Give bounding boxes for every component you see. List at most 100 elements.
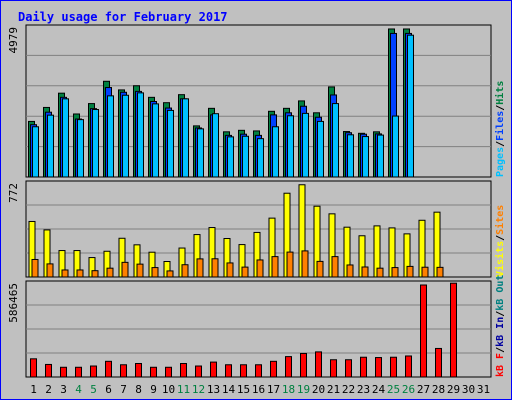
bar-sites-day-9 [151, 267, 159, 278]
bar-pages-day-25 [392, 115, 399, 178]
panel-2: 772 Visits/Sites [7, 180, 506, 278]
x-tick-label: 5 [90, 383, 97, 396]
x-tick-label: 18 [282, 383, 295, 396]
x-tick-label: 21 [327, 383, 340, 396]
bar-sites-day-5 [91, 270, 99, 278]
x-tick-label: 19 [297, 383, 310, 396]
x-tick-label: 4 [75, 383, 82, 396]
bar-sites-day-4 [76, 269, 84, 278]
bar-kb-f-day-16 [255, 364, 262, 378]
bar-sites-day-22 [346, 264, 354, 278]
legend-item: Sites [494, 205, 506, 235]
bar-pages-day-3 [62, 98, 69, 178]
bar-pages-day-10 [167, 109, 174, 178]
x-tick-label: 10 [162, 383, 175, 396]
x-tick-label: 26 [402, 383, 415, 396]
legend-item: / [495, 235, 506, 241]
bar-sites-day-14 [226, 262, 234, 278]
x-tick-label: 16 [252, 383, 265, 396]
x-tick-label: 28 [432, 383, 445, 396]
x-tick-label: 23 [357, 383, 370, 396]
panel-max-label: 4979 [7, 27, 20, 54]
bar-pages-day-12 [197, 128, 204, 178]
x-tick-label: 24 [372, 383, 386, 396]
bar-pages-day-19 [302, 112, 309, 178]
bar-sites-day-16 [256, 259, 264, 278]
bar-kb-f-day-29 [450, 282, 457, 378]
x-tick-label: 29 [447, 383, 460, 396]
legend-item: / [495, 141, 506, 147]
bar-pages-day-5 [92, 109, 99, 178]
bar-sites-day-26 [406, 265, 414, 278]
legend-item: Files [494, 111, 506, 141]
bar-pages-day-24 [377, 134, 384, 178]
bar-pages-day-18 [287, 115, 294, 178]
legend-item: / [495, 311, 506, 317]
x-tick-label: 2 [45, 383, 52, 396]
x-tick-label: 14 [222, 383, 236, 396]
x-tick-label: 13 [207, 383, 220, 396]
bar-kb-f-day-20 [315, 351, 322, 378]
bar-pages-day-26 [407, 34, 414, 178]
bar-sites-day-11 [181, 264, 189, 278]
bar-kb-f-day-8 [135, 363, 142, 378]
bar-kb-f-day-9 [150, 366, 157, 378]
x-tick-label: 1 [30, 383, 37, 396]
bar-kb-f-day-12 [195, 365, 202, 378]
bar-kb-f-day-25 [390, 356, 397, 378]
legend-item: Hits [494, 81, 506, 105]
bar-pages-day-23 [362, 136, 369, 178]
x-tick-label: 9 [150, 383, 157, 396]
bar-sites-day-27 [421, 266, 429, 278]
bar-sites-day-8 [136, 263, 144, 278]
bar-kb-f-day-7 [120, 364, 127, 378]
x-tick-label: 20 [312, 383, 325, 396]
bar-sites-day-13 [211, 258, 219, 278]
bar-kb-f-day-19 [300, 352, 307, 378]
bar-kb-f-day-17 [270, 360, 277, 378]
bar-pages-day-16 [257, 138, 264, 178]
bar-kb-f-day-13 [210, 361, 217, 378]
panel-max-label: 772 [7, 183, 20, 203]
bar-pages-day-4 [77, 119, 84, 178]
x-tick-label: 15 [237, 383, 250, 396]
bar-sites-day-21 [331, 256, 339, 278]
x-tick-label: 31 [477, 383, 490, 396]
legend-item: / [495, 347, 506, 353]
bar-kb-f-day-2 [45, 363, 52, 378]
bar-sites-day-15 [241, 266, 249, 278]
bar-sites-day-23 [361, 266, 369, 278]
legend-item: kB In [495, 317, 506, 347]
bar-sites-day-12 [196, 258, 204, 278]
bar-pages-day-6 [107, 95, 114, 178]
bar-sites-day-25 [391, 267, 399, 278]
bar-sites-day-24 [376, 267, 384, 278]
bar-kb-f-day-27 [420, 284, 427, 378]
bar-kb-f-day-26 [405, 355, 412, 378]
panel-legend: kB F/kB In/kB Out [495, 275, 506, 377]
bar-kb-f-day-5 [90, 365, 97, 378]
bar-kb-f-day-3 [60, 366, 67, 378]
legend-item: kB F [495, 353, 506, 377]
bar-pages-day-22 [347, 134, 354, 178]
x-tick-label: 25 [387, 383, 400, 396]
bar-kb-f-day-24 [375, 357, 382, 378]
legend-item: Pages [495, 147, 506, 177]
x-tick-label: 22 [342, 383, 355, 396]
bar-kb-f-day-1 [30, 358, 37, 378]
bar-pages-day-20 [317, 120, 324, 178]
bar-pages-day-17 [272, 126, 279, 178]
x-tick-label: 11 [177, 383, 190, 396]
bar-kb-f-day-4 [75, 366, 82, 378]
bar-kb-f-day-15 [240, 364, 247, 378]
bar-kb-f-day-22 [345, 359, 352, 378]
panel-max-label: 586465 [7, 283, 20, 323]
bar-sites-day-10 [166, 270, 174, 278]
bar-kb-f-day-23 [360, 356, 367, 378]
x-tick-label: 17 [267, 383, 280, 396]
x-tick-label: 7 [120, 383, 127, 396]
legend-item: kB Out [495, 275, 506, 311]
bar-kb-f-day-21 [330, 359, 337, 378]
bar-pages-day-2 [47, 114, 54, 178]
